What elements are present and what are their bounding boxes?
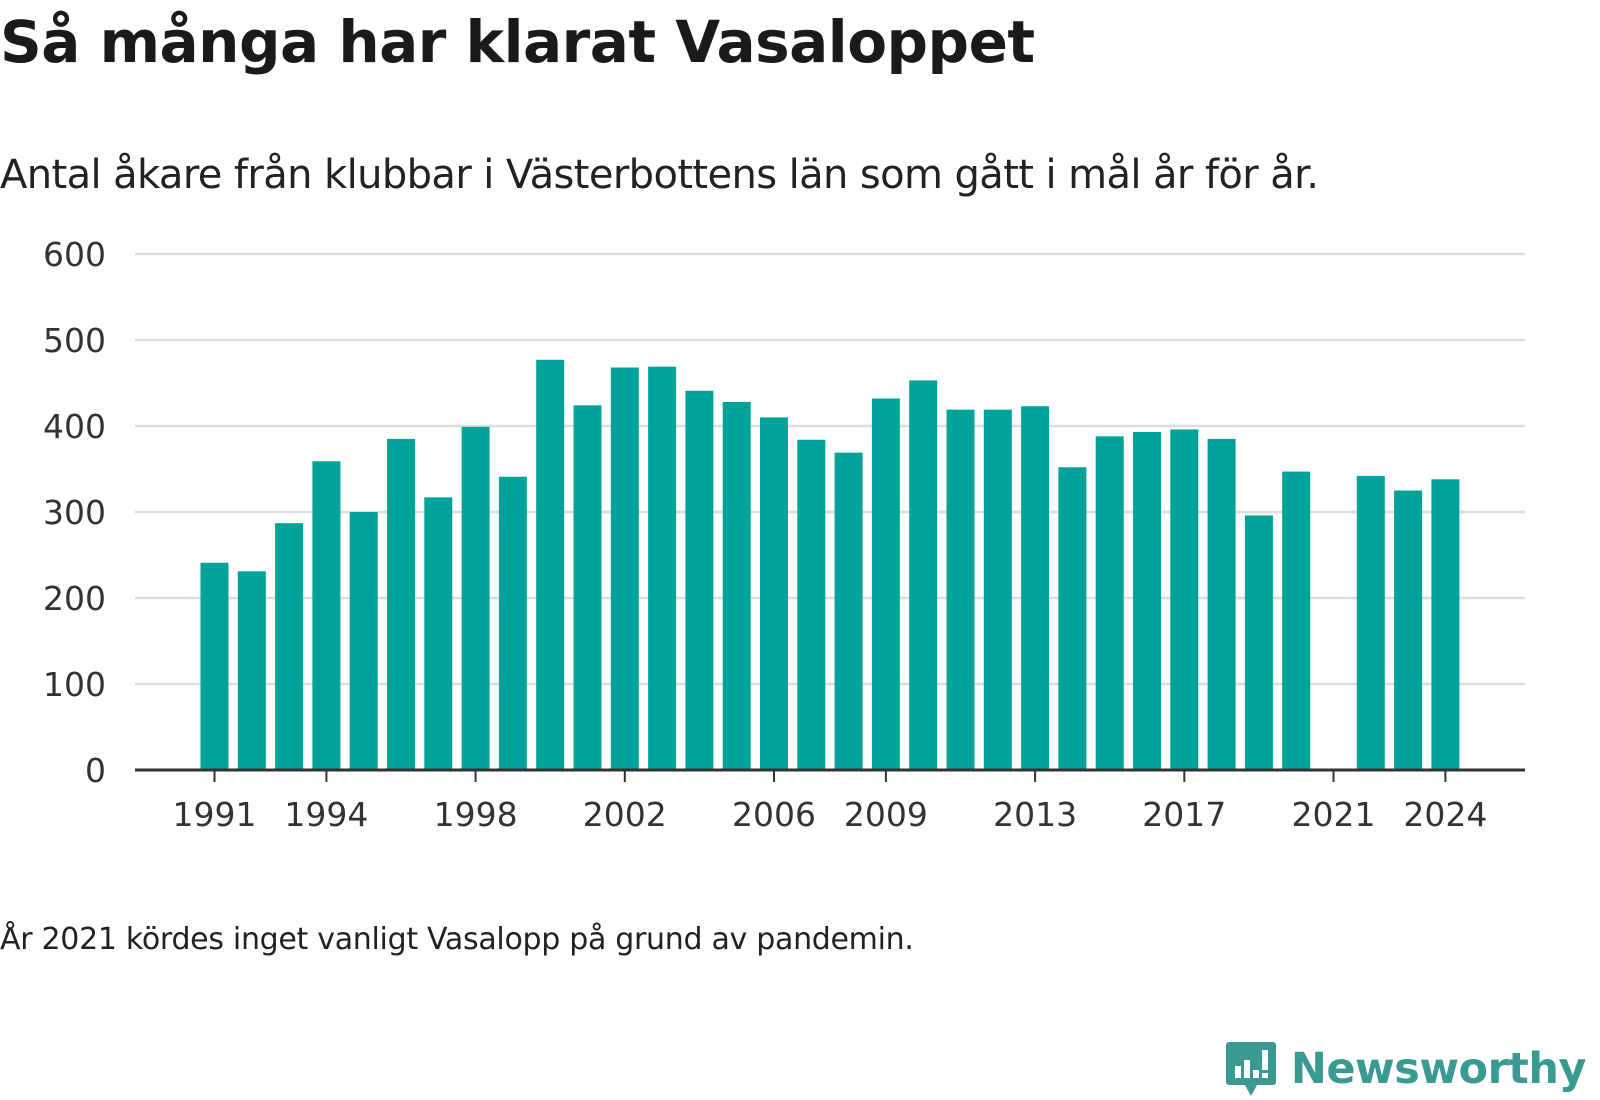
bar-2006 [760,417,788,770]
bar-2023 [1394,490,1423,770]
y-tick-label: 600 [43,235,106,274]
x-tick-label: 2009 [844,795,928,834]
newsworthy-logo-icon [1225,1042,1276,1096]
bar-2005 [722,401,751,770]
chart-title: Så många har klarat Vasaloppet [0,8,1035,76]
bar-2020 [1282,471,1311,770]
bar-2012 [983,409,1012,770]
y-tick-label: 300 [43,493,106,532]
bar-2011 [946,409,975,770]
bar-2001 [573,405,602,770]
bar-1992 [237,571,266,770]
bar-2002 [610,367,639,770]
axes: 0 100 200 300 400 500 600 1991 1994 1998 2002 2006 2… [43,235,1525,834]
x-tick-label: 2021 [1292,795,1376,834]
newsworthy-logo: Newsworthy [1225,1040,1587,1098]
bar-1994 [312,461,341,770]
bars [200,359,1460,770]
bar-2009 [871,398,900,770]
bar-2003 [648,366,677,770]
bar-2000 [536,359,565,770]
y-tick-label: 0 [85,751,106,790]
bar-2013 [1021,406,1050,770]
bar-2024 [1431,479,1460,770]
bar-2016 [1133,432,1161,770]
x-tick-label: 1994 [284,795,368,834]
bar-1991 [200,562,229,770]
x-tick-label: 2013 [993,795,1077,834]
bar-1998 [461,426,490,770]
bar-2022 [1356,475,1385,770]
bar-2010 [909,380,938,770]
bar-2017 [1170,429,1199,770]
x-tick-label: 2024 [1403,795,1487,834]
bar-1997 [424,497,453,770]
y-tick-label: 400 [43,407,106,446]
bar-1995 [349,512,378,770]
bar-2018 [1207,438,1236,770]
newsworthy-logo-text: Newsworthy [1290,1044,1587,1094]
x-tick-label: 1991 [173,795,257,834]
bar-1999 [498,476,527,770]
chart-subtitle: Antal åkare från klubbar i Västerbottens… [0,152,1319,198]
bar-2014 [1058,467,1087,770]
bar-2004 [685,390,714,770]
y-tick-label: 500 [43,321,106,360]
x-tick-label: 2017 [1142,795,1226,834]
bar-2015 [1095,436,1124,770]
x-tick-label: 2006 [732,795,816,834]
x-tick-label: 2002 [583,795,667,834]
footnote: År 2021 kördes inget vanligt Vasalopp på… [0,922,914,957]
bar-2008 [834,452,863,770]
bar-2019 [1244,515,1273,770]
x-tick-label: 1998 [434,795,518,834]
grid-lines [135,252,1525,686]
y-tick-label: 100 [43,665,106,704]
bar-chart: 0 100 200 300 400 500 600 1991 1994 1998 2002 2006 2… [43,235,1525,834]
y-tick-label: 200 [43,579,106,618]
bar-2007 [797,439,826,770]
bar-1996 [387,438,415,770]
bar-1993 [275,523,304,770]
